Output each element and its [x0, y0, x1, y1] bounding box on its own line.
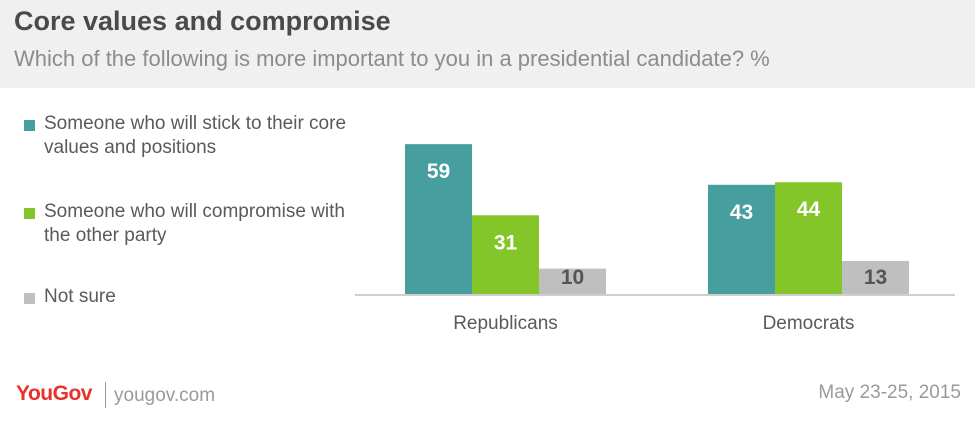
- category-label-democrats: Democrats: [763, 313, 855, 334]
- bar-republicans-1: [472, 215, 539, 294]
- yougov-logo: YouGov: [16, 382, 92, 405]
- legend-label: Not sure: [44, 286, 116, 307]
- legend-swatch-compromise: [24, 208, 35, 219]
- legend-label: Someone who will compromise with the oth…: [44, 201, 345, 246]
- bar-democrats-0: [708, 184, 775, 294]
- bar-republicans-2: [539, 268, 606, 294]
- chart-subtitle: Which of the following is more important…: [14, 46, 770, 71]
- bar-democrats-2: [842, 260, 909, 294]
- chart-title: Core values and compromise: [14, 6, 391, 36]
- legend-swatch-core-values: [24, 120, 35, 131]
- category-label-republicans: Republicans: [453, 313, 558, 334]
- footer-url: yougov.com: [114, 385, 216, 406]
- footer-date: May 23-25, 2015: [818, 382, 961, 403]
- bar-value-label: 59: [427, 160, 450, 183]
- legend-label: Someone who will stick to their core val…: [44, 113, 347, 158]
- bar-democrats-1: [775, 182, 842, 294]
- bar-value-label: 13: [864, 266, 887, 289]
- bar-value-label: 31: [494, 231, 518, 254]
- legend-swatch-not-sure: [24, 293, 35, 304]
- footer-divider: [105, 382, 106, 408]
- header-band: Core values and compromise Which of the …: [0, 0, 975, 88]
- bar-republicans-0: [405, 144, 472, 294]
- bar-value-label: 10: [561, 266, 584, 289]
- bar-value-label: 44: [797, 198, 821, 221]
- bar-value-label: 43: [730, 201, 753, 224]
